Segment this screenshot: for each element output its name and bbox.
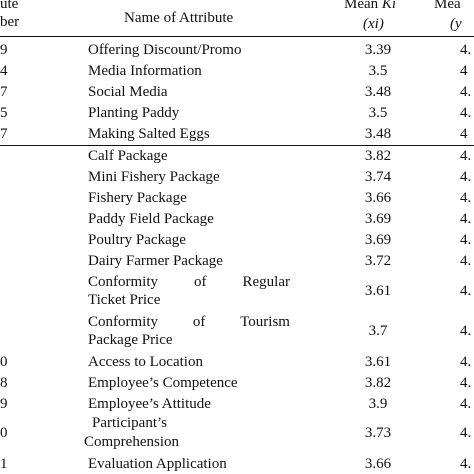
attribute-name: Fishery Package	[88, 190, 187, 206]
mean-value: 3.48	[364, 84, 392, 100]
mean-value: 3.7	[368, 323, 388, 339]
y-value: 4.	[460, 375, 472, 391]
mean-value: 3.61	[364, 283, 392, 299]
mean-value: 3.82	[364, 148, 392, 164]
row-number: 0	[0, 425, 8, 441]
row-number: 7	[0, 84, 8, 100]
attribute-name: Employee’s Attitude	[88, 396, 211, 412]
y-value: 4.	[460, 253, 472, 269]
header-mean-ki-italic: Ki	[381, 0, 397, 12]
y-value: 4	[460, 63, 468, 79]
row-number: 5	[0, 105, 8, 121]
y-value: 4.	[460, 232, 472, 248]
attribute-name: Planting Paddy	[88, 105, 180, 121]
header-y-line1: Mea	[434, 0, 461, 12]
mean-value: 3.39	[364, 42, 392, 58]
attribute-name: Social Media	[88, 84, 168, 100]
header-mean-xi: (xi)	[363, 16, 384, 32]
y-value: 4.	[460, 283, 472, 299]
row-number: 9	[0, 396, 8, 412]
group-divider-rule	[0, 145, 474, 146]
attribute-name: Poultry Package	[88, 232, 186, 248]
attribute-name-line1: Participant’s	[92, 415, 167, 431]
row-number: 7	[0, 126, 8, 142]
mean-value: 3.66	[364, 190, 392, 206]
mean-value: 3.5	[368, 105, 388, 121]
header-number-line1: ute	[0, 0, 19, 12]
y-value: 4	[460, 126, 468, 142]
attribute-name: Calf Package	[88, 148, 168, 164]
attribute-name: Media Information	[88, 63, 202, 79]
mean-value: 3.73	[364, 425, 392, 441]
y-value: 4.	[460, 84, 472, 100]
mean-value: 3.48	[364, 126, 392, 142]
mean-value: 3.66	[364, 456, 392, 472]
y-value: 4.	[460, 105, 472, 121]
mean-value: 3.72	[364, 253, 392, 269]
header-mean-prefix: Mean	[344, 0, 382, 12]
attribute-name-line2: Ticket Price	[88, 292, 161, 308]
mean-value: 3.69	[364, 211, 392, 227]
mean-value: 3.82	[364, 375, 392, 391]
y-value: 4.	[460, 42, 472, 58]
row-number: 0	[0, 354, 8, 370]
attribute-name: Mini Fishery Package	[88, 169, 220, 185]
y-value: 4.	[460, 396, 472, 412]
attribute-name-line2: Comprehension	[84, 434, 179, 450]
y-value: 4.	[460, 456, 472, 472]
attribute-name: Paddy Field Package	[88, 211, 214, 227]
attribute-name: Making Salted Eggs	[88, 126, 210, 142]
attribute-name-line1: Conformity of Regular	[88, 274, 290, 290]
header-y-line2: (y	[450, 16, 462, 32]
mean-value: 3.61	[364, 354, 392, 370]
y-value: 4.	[460, 425, 472, 441]
attribute-name: Evaluation Application	[88, 456, 227, 472]
attribute-name-line2: Package Price	[88, 332, 173, 348]
attribute-name: Offering Discount/Promo	[88, 42, 242, 58]
row-number: 9	[0, 42, 8, 58]
y-value: 4.	[460, 169, 472, 185]
y-value: 4.	[460, 323, 472, 339]
row-number: 4	[0, 63, 8, 79]
attribute-name: Employee’s Competence	[88, 375, 238, 391]
mean-value: 3.5	[368, 63, 388, 79]
attribute-name: Dairy Farmer Package	[88, 253, 223, 269]
mean-value: 3.9	[368, 396, 388, 412]
attribute-name-line1: Conformity of Tourism	[88, 314, 290, 330]
mean-value: 3.74	[364, 169, 392, 185]
attribute-name: Access to Location	[88, 354, 203, 370]
header-rule	[0, 36, 474, 37]
header-mean-ki: Mean Ki	[344, 0, 396, 12]
y-value: 4.	[460, 148, 472, 164]
header-number-line2: ber	[0, 14, 20, 30]
row-number: 1	[0, 456, 8, 472]
y-value: 4.	[460, 190, 472, 206]
y-value: 4.	[460, 211, 472, 227]
header-attribute-name: Name of Attribute	[124, 10, 234, 26]
row-number: 8	[0, 375, 8, 391]
mean-value: 3.69	[364, 232, 392, 248]
y-value: 4.	[460, 354, 472, 370]
